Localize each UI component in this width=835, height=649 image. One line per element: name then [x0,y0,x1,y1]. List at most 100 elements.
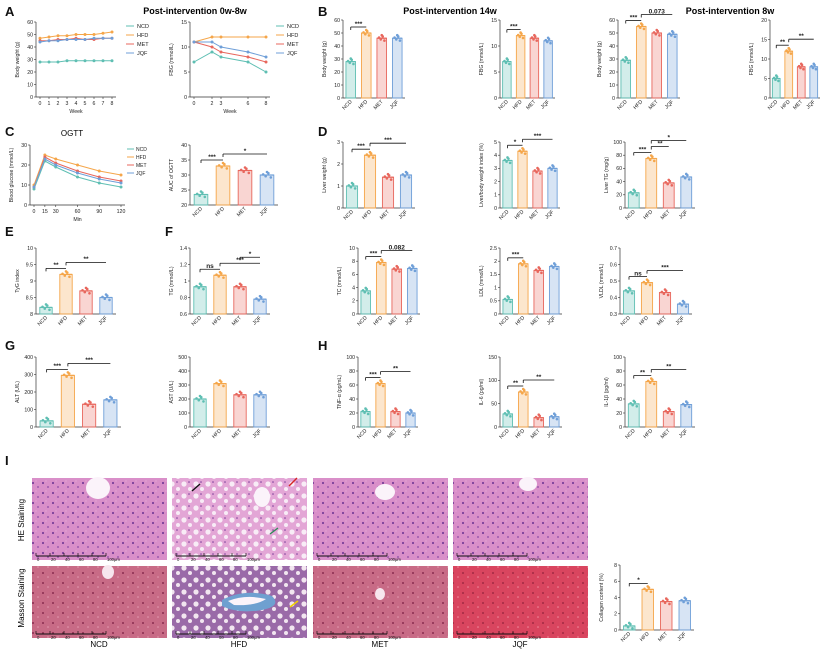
sample-dot [550,168,553,171]
sample-dot [545,40,549,44]
sample-dot [367,155,371,158]
sample-dot [642,280,646,284]
legend-label-hfd: HFD [137,33,148,39]
sample-dot [786,51,790,54]
bar-met [651,32,663,99]
data-point-ncd [83,59,87,63]
panel-letter-i: I [5,453,9,468]
data-point-hfd [56,34,60,38]
y-tick-label: 5 [764,76,767,82]
sample-dot [649,377,653,380]
y-tick-label: 50 [334,31,340,37]
x-tick-label-hfd: HFD [357,99,369,111]
sample-dot [65,375,68,378]
sample-dot [666,293,670,297]
bar-jqf [680,176,693,209]
sample-dot [787,46,791,50]
bar-jqf [406,268,418,315]
sample-dot [683,404,687,408]
x-tick-label-jqf: JQF [546,315,557,326]
sample-dot [532,38,535,41]
sample-dot [198,194,201,197]
y-tick-label: 60 [349,383,355,389]
central-vein-he-hfd [254,487,270,507]
x-tick-label-ncd: NCD [191,315,203,327]
y-tick-label: 300 [24,372,33,378]
y-axis-label: IL-1β (pg/ml) [604,377,610,407]
sample-dot [668,32,671,35]
sample-dot [552,412,556,416]
sample-dot [530,36,534,39]
y-tick-label: 100 [613,355,622,361]
y-axis-label: FBG (mmol/L) [749,42,755,75]
bar-met [391,268,403,315]
y-tick-label: 0 [612,96,615,102]
bar-ncd [502,61,512,99]
legend-label-ncd: NCD [287,24,299,30]
significance-label: *** [369,371,377,378]
sample-dot [637,24,640,28]
significance-label: * [667,134,670,141]
bar-ncd [620,59,632,99]
sample-dot [413,269,417,273]
x-tick-label-met: MET [379,209,392,222]
y-tick-label: 0 [184,425,187,431]
y-tick-label: 40 [27,45,33,51]
y-tick-label: 30 [181,173,187,179]
sample-dot [247,171,251,175]
sample-dot [195,397,198,400]
bar-jqf [253,394,267,428]
sample-dot [409,268,413,271]
series-line-ncd [193,51,267,73]
y-tick-label: 10 [334,83,340,89]
sample-dot [626,290,630,294]
y-tick-label: 80 [616,153,622,159]
data-point-jqf [210,40,214,44]
sample-dot [519,390,522,393]
sample-dot [215,381,218,385]
sample-dot [379,38,383,41]
sample-dot [648,283,652,287]
bar-hfd [360,32,372,99]
sample-dot [410,264,414,267]
sample-dot [264,174,267,178]
sample-dot [683,596,687,600]
panel-letter-g: G [5,338,15,353]
x-tick-label: 30 [53,209,59,215]
series-line-jqf [194,41,267,58]
sample-dot [624,624,628,627]
y-axis-label: IL-6 (pg/ml) [479,378,485,405]
y-axis-label: Body weight (g) [322,41,328,77]
y-axis-label: TG (mmol/L) [169,266,175,295]
x-tick-label-hfd: HFD [372,315,384,327]
sample-dot [629,402,633,405]
data-point-hfd [246,35,250,39]
sample-dot [258,294,262,298]
sample-dot [630,292,634,295]
x-tick-label: 0 [193,101,196,107]
sample-dot [220,165,223,169]
sample-dot [61,272,64,276]
sample-dot [225,167,229,170]
sample-dot [84,286,88,290]
bar-hfd [640,282,654,315]
sample-dot [538,172,542,175]
sample-dot [70,376,73,380]
sample-dot [658,34,661,37]
x-tick-label: 90 [96,209,102,215]
x-tick-label-met: MET [373,99,386,112]
sample-dot [238,390,242,394]
bar-jqf [391,37,403,99]
sample-dot [407,176,411,179]
scale-bar-label: 20 [51,635,56,640]
sample-dot [87,399,91,403]
sample-dot [202,400,205,403]
x-tick-label-met: MET [792,99,805,112]
sample-dot [109,395,112,399]
y-tick-label: 20 [609,70,615,76]
sample-dot [366,412,370,416]
y-tick-label: 50 [27,32,33,38]
bar-jqf [543,40,553,99]
legend-label-jqf: JQF [287,51,298,57]
sample-dot [91,405,95,408]
